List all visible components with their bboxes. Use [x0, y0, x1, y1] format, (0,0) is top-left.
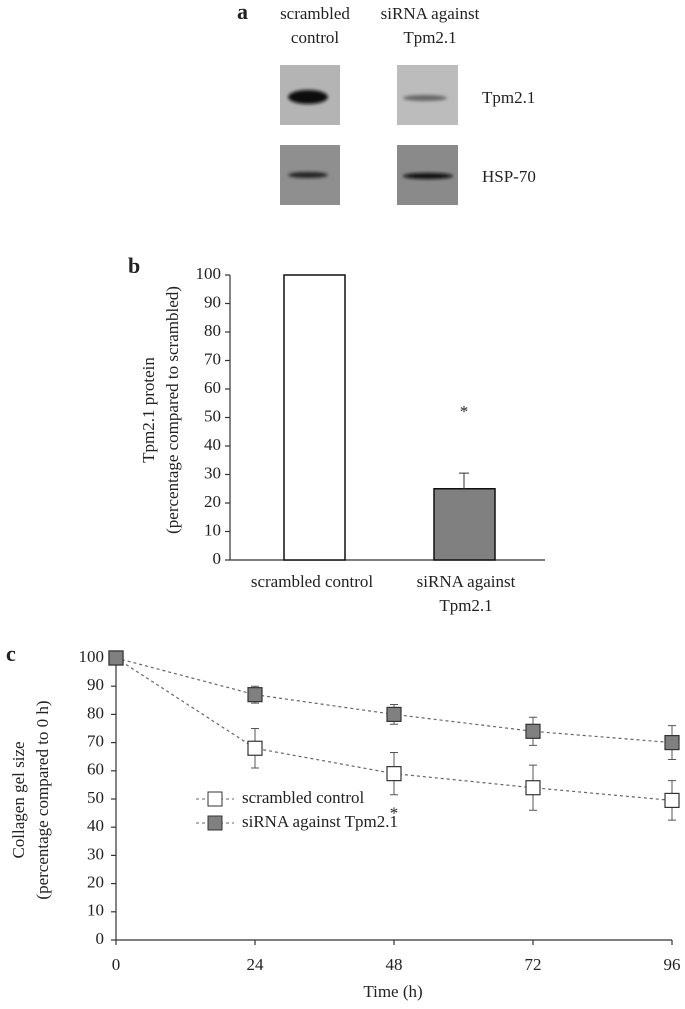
y-tick-label: 30	[204, 463, 221, 482]
y-tick-label: 40	[204, 435, 221, 454]
legend-marker	[207, 815, 223, 831]
marker	[247, 687, 263, 703]
y-tick-label: 10	[87, 901, 104, 920]
y-tick-label: 70	[204, 349, 221, 368]
y-tick-label: 0	[213, 549, 222, 568]
y-tick-label: 50	[204, 406, 221, 425]
blot-images	[280, 65, 458, 205]
y-axis-label: Tpm2.1 protein (percentage compared to sc…	[139, 286, 182, 534]
panel-label: a	[237, 0, 248, 24]
y-tick-label: 100	[196, 264, 222, 283]
column-label: scrambled control	[280, 4, 350, 47]
y-tick-label: 10	[204, 520, 221, 539]
marker	[247, 740, 263, 756]
panel-label: b	[128, 253, 140, 278]
series-line	[115, 657, 673, 744]
bar	[433, 488, 496, 561]
column-label: siRNA against Tpm2.1	[381, 4, 480, 47]
y-tick-label: 90	[204, 292, 221, 311]
y-tick-label: 20	[87, 873, 104, 892]
y-tick-label: 80	[204, 321, 221, 340]
error-bar	[459, 472, 469, 489]
band	[288, 172, 328, 178]
marker	[664, 734, 680, 751]
x-tick-label: 0	[112, 955, 121, 974]
x-tick-label: siRNA against Tpm2.1	[417, 572, 516, 615]
legend-marker	[207, 791, 223, 807]
legend-label: scrambled control	[242, 788, 365, 807]
y-tick-label: 20	[204, 492, 221, 511]
y-tick-label: 30	[87, 844, 104, 863]
marker	[108, 650, 124, 666]
annotation: *	[390, 804, 399, 823]
y-tick-label: 100	[79, 647, 105, 666]
band	[403, 173, 453, 179]
y-tick-label: 80	[87, 703, 104, 722]
band	[288, 90, 328, 104]
band	[403, 95, 447, 101]
row-label: Tpm2.1	[482, 88, 535, 107]
y-tick-label: 60	[87, 760, 104, 779]
y-tick-label: 0	[96, 929, 105, 948]
x-tick-label: 24	[247, 955, 265, 974]
x-axis-label: Time (h)	[363, 982, 422, 1001]
y-tick-label: 90	[87, 675, 104, 694]
y-tick-label: 70	[87, 732, 104, 751]
x-tick-label: 72	[525, 955, 542, 974]
x-tick-label: 96	[664, 955, 681, 974]
bar	[283, 274, 346, 561]
panel-label: c	[6, 641, 16, 666]
blot	[397, 65, 458, 125]
y-axis-label: Collagen gel size (percentage compared to…	[9, 700, 52, 899]
y-tick-label: 60	[204, 378, 221, 397]
marker	[664, 792, 680, 809]
y-tick-label: 50	[87, 788, 104, 807]
x-tick-label: 48	[386, 955, 403, 974]
marker	[386, 706, 402, 723]
x-tick-label: scrambled control	[251, 572, 374, 591]
annotation: *	[460, 402, 469, 421]
y-tick-label: 40	[87, 816, 104, 835]
marker	[525, 780, 541, 796]
marker	[386, 766, 402, 782]
row-label: HSP-70	[482, 167, 536, 186]
legend-label: siRNA against Tpm2.1	[242, 812, 398, 831]
marker	[525, 723, 541, 739]
